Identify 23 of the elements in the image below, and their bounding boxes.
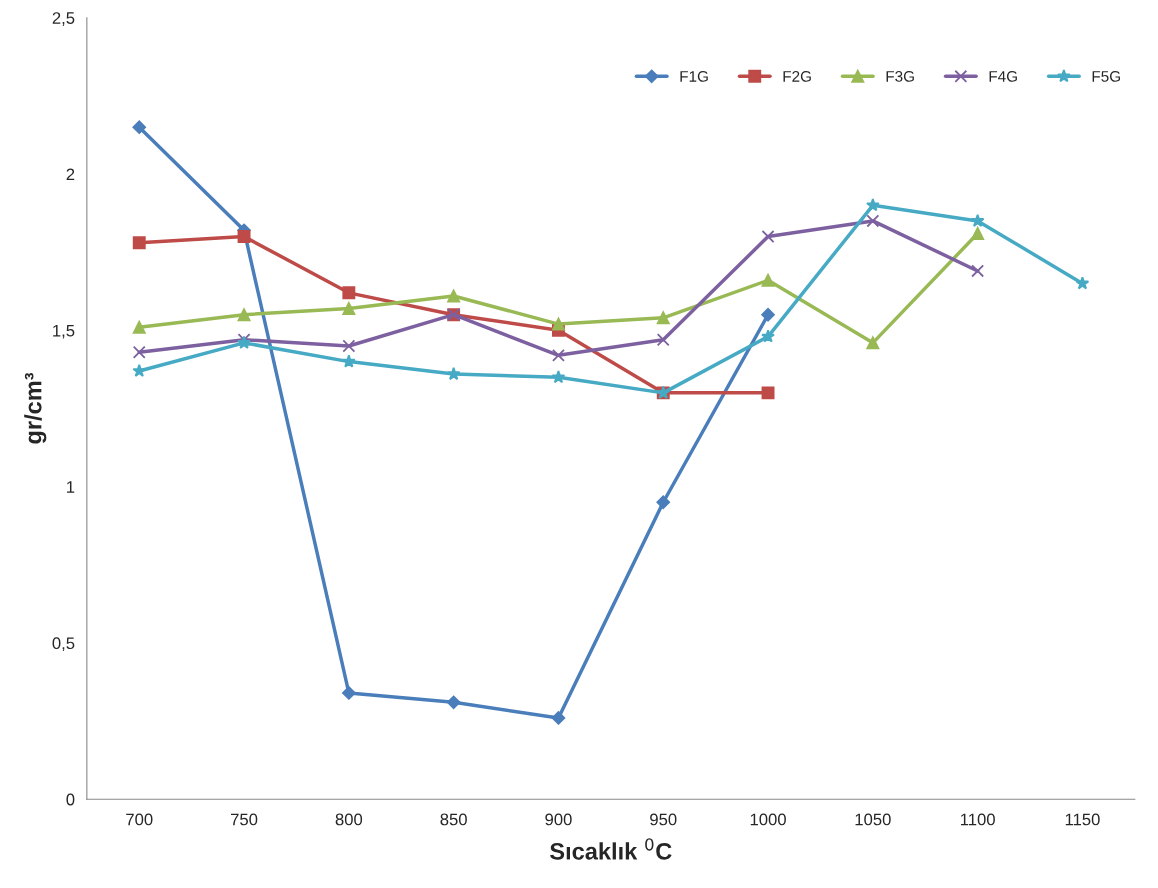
x-axis-title: Sıcaklık $^{0}$C — [550, 838, 672, 860]
x-tick-label: 1000 — [750, 813, 786, 826]
x-tick-label: 900 — [545, 813, 572, 826]
legend-label: F2G — [783, 70, 811, 82]
legend-label: F1G — [680, 70, 708, 82]
legend-label: F5G — [1092, 70, 1120, 82]
y-axis-title: gr/cm³ — [24, 372, 47, 444]
x-tick-label: 950 — [650, 813, 677, 826]
y-tick-label: 2,5 — [52, 12, 75, 26]
x-tick-label: 850 — [440, 813, 467, 826]
y-tick-label: 2 — [66, 168, 75, 181]
y-tick-label: 0 — [66, 793, 75, 806]
legend-label: F3G — [886, 70, 914, 82]
y-tick-label: 0,5 — [52, 637, 75, 652]
x-tick-label: 750 — [231, 813, 258, 826]
x-tick-label: 1150 — [1065, 813, 1100, 826]
x-tick-label: 800 — [335, 813, 363, 826]
x-tick-label: 700 — [126, 813, 153, 826]
y-tick-label: 1,5 — [53, 324, 75, 339]
x-tick-label: 1100 — [960, 813, 995, 826]
legend-label: F4G — [989, 70, 1017, 82]
x-tick-label: 1050 — [855, 813, 891, 826]
y-tick-label: 1 — [67, 481, 75, 493]
